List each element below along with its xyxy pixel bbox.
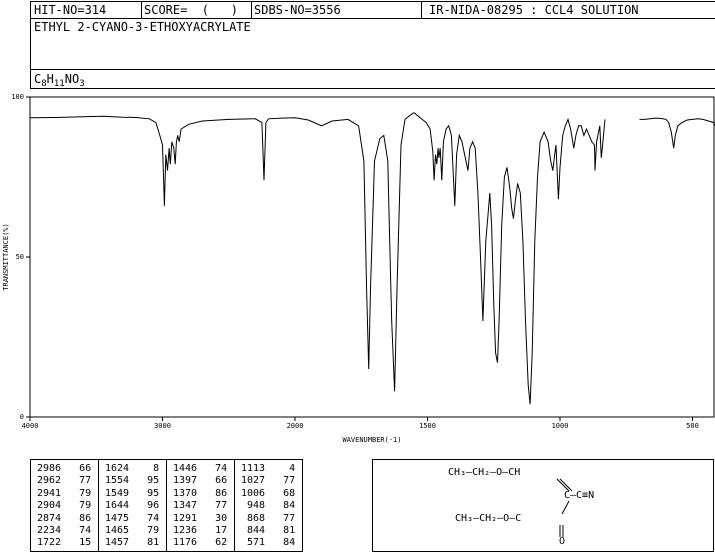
peak-row: 1457 81 bbox=[105, 537, 160, 549]
peak-row: 1554 95 bbox=[105, 475, 160, 487]
peak-table-divider bbox=[166, 460, 167, 551]
structure-bonds bbox=[556, 478, 573, 537]
structure-line3: CH₃—CH₂—O—C bbox=[455, 513, 522, 524]
y-tick-label: 50 bbox=[16, 253, 24, 261]
peak-row: 2962 77 bbox=[37, 475, 92, 487]
header-rule bbox=[31, 18, 715, 19]
header-divider bbox=[421, 2, 422, 19]
peak-row: 1465 79 bbox=[105, 525, 160, 537]
y-tick-label: 100 bbox=[11, 93, 24, 101]
spectrum-line bbox=[29, 112, 606, 405]
peak-row: 1113 4 bbox=[241, 463, 296, 474]
peak-row: 844 81 bbox=[241, 525, 296, 537]
peak-row: 2904 79 bbox=[37, 500, 92, 512]
peak-row: 868 77 bbox=[241, 512, 296, 524]
peak-column: 2986 66 2962 77 2941 79 2904 79 2874 86 2234 … bbox=[37, 463, 91, 550]
x-tick-label: 4000 bbox=[22, 422, 39, 430]
peak-row: 2874 86 bbox=[37, 512, 92, 524]
spectrum-header: HIT-NO=314 SCORE= ( ) SDBS-NO=3556 IR-NI… bbox=[30, 1, 715, 89]
y-tick-label: 0 bbox=[20, 413, 24, 421]
x-tick-label: 500 bbox=[686, 422, 699, 430]
structure-line4: O bbox=[559, 536, 566, 547]
peak-row: 2234 74 bbox=[37, 525, 92, 537]
peak-row: 1370 86 bbox=[173, 487, 228, 499]
peak-column: 1113 4 1027 77 1006 68 948 84 868 77 844 8… bbox=[241, 463, 295, 550]
structure-line1: CH₃—CH₂—O—CH bbox=[448, 467, 521, 478]
peak-row: 948 84 bbox=[241, 500, 296, 512]
peak-row: 2986 66 bbox=[37, 463, 92, 474]
peak-row: 1236 17 bbox=[173, 525, 228, 537]
x-axis: 4000 3000 2000 1500 1000 500 bbox=[22, 417, 699, 430]
score: SCORE= ( ) bbox=[144, 3, 238, 17]
spectrum-series bbox=[29, 112, 715, 405]
header-rule bbox=[31, 69, 715, 70]
peak-row: 1644 96 bbox=[105, 500, 160, 512]
y-axis-label: TRANSMITTANCE(%) bbox=[2, 223, 10, 290]
peak-row: 1176 62 bbox=[173, 537, 228, 549]
peak-column: 1446 74 1397 66 1370 86 1347 77 1291 30 1236 … bbox=[173, 463, 227, 550]
peak-row: 1027 77 bbox=[241, 475, 296, 487]
peak-row: 1347 77 bbox=[173, 500, 228, 512]
header-divider bbox=[251, 2, 252, 19]
spectrum-line bbox=[639, 117, 715, 149]
compound-name: ETHYL 2-CYANO-3-ETHOXYACRYLATE bbox=[34, 20, 251, 34]
ir-info: IR-NIDA-08295 : CCL4 SOLUTION bbox=[429, 3, 639, 17]
peak-row: 1475 74 bbox=[105, 512, 160, 524]
x-tick-label: 3000 bbox=[154, 422, 171, 430]
structure-line2: C—C≡N bbox=[564, 490, 595, 501]
peak-row: 1722 15 bbox=[37, 537, 92, 549]
peak-row: 1291 30 bbox=[173, 512, 228, 524]
peak-row: 571 84 bbox=[241, 537, 296, 549]
structure-diagram: CH₃—CH₂—O—CH C—C≡N CH₃—CH₂—O—C O bbox=[372, 459, 714, 552]
peak-table: 2986 66 2962 77 2941 79 2904 79 2874 86 2234 … bbox=[30, 459, 303, 552]
x-tick-label: 1500 bbox=[419, 422, 436, 430]
x-tick-label: 2000 bbox=[287, 422, 304, 430]
sdbs-number: SDBS-NO=3556 bbox=[254, 3, 341, 17]
peak-row: 1397 66 bbox=[173, 475, 228, 487]
hit-number: HIT-NO=314 bbox=[34, 3, 107, 17]
peak-row: 1549 95 bbox=[105, 487, 160, 499]
x-tick-label: 1000 bbox=[552, 422, 569, 430]
peak-table-divider bbox=[234, 460, 235, 551]
molecular-formula: C8H11NO3 bbox=[34, 72, 85, 89]
peak-table-divider bbox=[98, 460, 99, 551]
peak-column: 1624 8 1554 95 1549 95 1644 96 1475 74 1465 7… bbox=[105, 463, 159, 550]
peak-row: 1446 74 bbox=[173, 463, 228, 474]
peak-row: 1006 68 bbox=[241, 487, 296, 499]
peak-row: 2941 79 bbox=[37, 487, 92, 499]
peak-row: 1624 8 bbox=[105, 463, 160, 474]
header-divider bbox=[141, 2, 142, 19]
x-axis-label: WAVENUMBER(-1) bbox=[342, 436, 401, 444]
y-axis: 100 50 0 bbox=[11, 93, 30, 421]
